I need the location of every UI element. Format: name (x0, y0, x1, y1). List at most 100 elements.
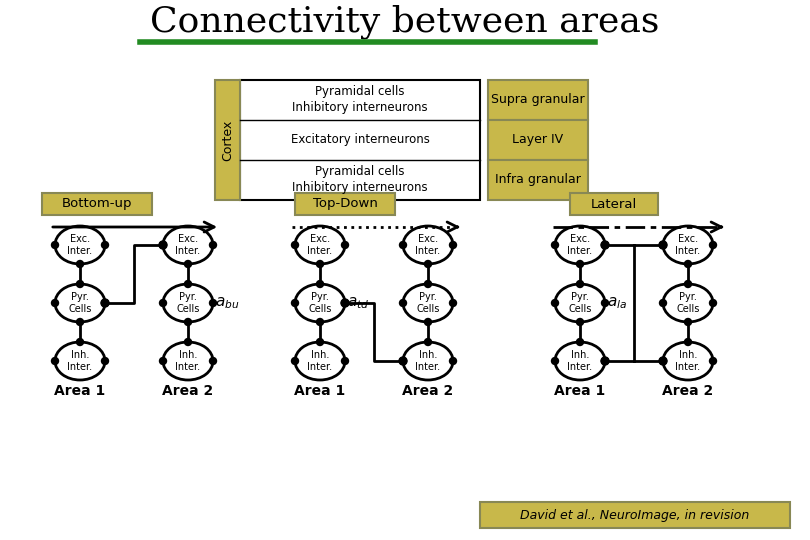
Circle shape (101, 357, 109, 364)
Bar (42, 193, 152, 215)
Text: Inh.
Inter.: Inh. Inter. (308, 350, 333, 372)
Text: $\mathbf{\mathit{a}}_{la}$: $\mathbf{\mathit{a}}_{la}$ (607, 295, 627, 311)
Text: Pyr.
Cells: Pyr. Cells (676, 292, 700, 314)
Text: Supra granular: Supra granular (491, 93, 585, 106)
Bar (480, 502, 790, 528)
Circle shape (292, 357, 299, 364)
Text: Exc.
Inter.: Exc. Inter. (416, 234, 441, 256)
Ellipse shape (555, 226, 605, 264)
Circle shape (399, 357, 407, 364)
Text: Inh.
Inter.: Inh. Inter. (676, 350, 701, 372)
Circle shape (101, 299, 109, 307)
Circle shape (659, 357, 667, 365)
Ellipse shape (55, 226, 105, 264)
Circle shape (450, 357, 457, 364)
Circle shape (210, 241, 216, 248)
Circle shape (101, 241, 109, 248)
Circle shape (601, 241, 609, 249)
Text: Pyr.
Cells: Pyr. Cells (177, 292, 200, 314)
Text: Area 2: Area 2 (663, 384, 714, 398)
Circle shape (52, 357, 58, 364)
Circle shape (210, 300, 216, 307)
Ellipse shape (163, 342, 213, 380)
Text: Pyramidal cells
Inhibitory interneurons: Pyramidal cells Inhibitory interneurons (292, 165, 428, 194)
Ellipse shape (555, 342, 605, 380)
Circle shape (659, 300, 667, 307)
Text: $\mathbf{\mathit{a}}_{bu}$: $\mathbf{\mathit{a}}_{bu}$ (215, 295, 240, 311)
Circle shape (341, 299, 349, 307)
Circle shape (710, 241, 717, 248)
Circle shape (552, 357, 559, 364)
Circle shape (52, 300, 58, 307)
Ellipse shape (295, 226, 345, 264)
Circle shape (710, 357, 717, 364)
Text: Cortex: Cortex (221, 119, 234, 160)
Circle shape (684, 339, 692, 346)
Ellipse shape (295, 342, 345, 380)
Text: David et al., NeuroImage, in revision: David et al., NeuroImage, in revision (520, 509, 749, 522)
Circle shape (684, 260, 692, 267)
Text: Area 1: Area 1 (554, 384, 606, 398)
Ellipse shape (295, 284, 345, 322)
Circle shape (160, 357, 167, 364)
Text: Exc.
Inter.: Exc. Inter. (308, 234, 333, 256)
Circle shape (342, 300, 348, 307)
Text: Area 2: Area 2 (403, 384, 454, 398)
Circle shape (52, 241, 58, 248)
Text: Lateral: Lateral (590, 198, 637, 211)
Circle shape (399, 300, 407, 307)
Text: Exc.
Inter.: Exc. Inter. (676, 234, 701, 256)
Circle shape (424, 260, 432, 267)
Bar (488, 160, 588, 200)
Text: Pyr.
Cells: Pyr. Cells (68, 292, 92, 314)
Bar (295, 193, 395, 215)
Circle shape (101, 300, 109, 307)
Circle shape (684, 319, 692, 326)
Circle shape (424, 280, 432, 287)
Circle shape (602, 241, 608, 248)
Circle shape (710, 300, 717, 307)
Circle shape (684, 280, 692, 287)
Ellipse shape (403, 226, 453, 264)
Ellipse shape (403, 284, 453, 322)
Circle shape (552, 300, 559, 307)
Text: Area 1: Area 1 (54, 384, 105, 398)
Circle shape (424, 339, 432, 346)
Bar (570, 193, 658, 215)
Circle shape (577, 339, 583, 346)
Ellipse shape (163, 226, 213, 264)
Circle shape (185, 319, 191, 326)
Text: Layer IV: Layer IV (513, 133, 564, 146)
Circle shape (159, 241, 167, 249)
Ellipse shape (663, 342, 713, 380)
Circle shape (292, 241, 299, 248)
Text: Exc.
Inter.: Exc. Inter. (67, 234, 92, 256)
Circle shape (76, 319, 83, 326)
Ellipse shape (55, 284, 105, 322)
Text: Pyr.
Cells: Pyr. Cells (416, 292, 440, 314)
Text: Inh.
Inter.: Inh. Inter. (568, 350, 593, 372)
Circle shape (577, 319, 583, 326)
Circle shape (342, 241, 348, 248)
Circle shape (317, 280, 323, 287)
Circle shape (659, 357, 667, 364)
Circle shape (450, 300, 457, 307)
Circle shape (317, 339, 323, 346)
Text: Pyr.
Cells: Pyr. Cells (309, 292, 331, 314)
Circle shape (450, 241, 457, 248)
Bar (240, 80, 480, 200)
Text: Bottom-up: Bottom-up (62, 198, 132, 211)
Circle shape (292, 300, 299, 307)
Circle shape (659, 241, 667, 249)
Text: Pyr.
Cells: Pyr. Cells (569, 292, 591, 314)
Circle shape (342, 357, 348, 364)
Text: Top-Down: Top-Down (313, 198, 377, 211)
Circle shape (602, 357, 608, 364)
Circle shape (659, 241, 667, 248)
Circle shape (399, 357, 407, 365)
Circle shape (552, 241, 559, 248)
Ellipse shape (663, 284, 713, 322)
Text: Excitatory interneurons: Excitatory interneurons (291, 133, 429, 146)
Circle shape (185, 339, 191, 346)
Circle shape (185, 280, 191, 287)
